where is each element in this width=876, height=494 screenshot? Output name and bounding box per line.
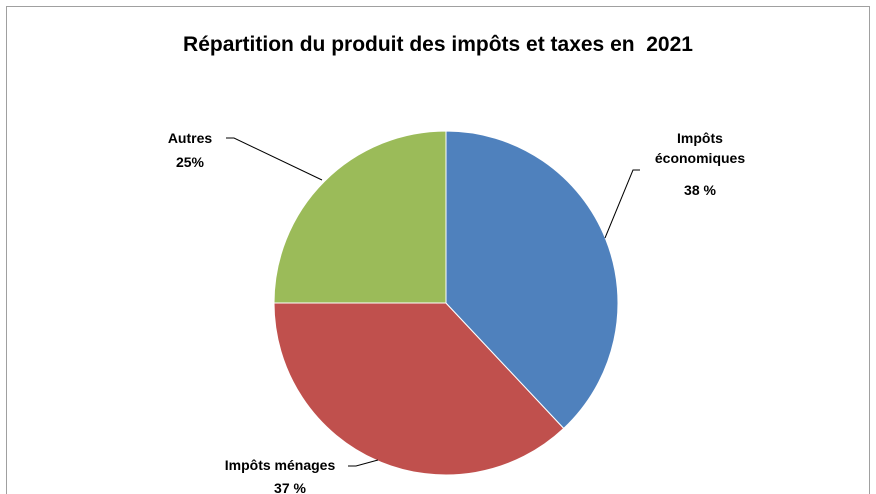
slice-label: Impôts ménages [224, 457, 336, 473]
pie-slice [273, 130, 447, 304]
slice-value-label: 25% [175, 154, 205, 170]
pie-slice [445, 130, 619, 430]
pie-slice [273, 302, 565, 476]
leader-line [226, 137, 323, 181]
chart-title: Répartition du produit des impôts et tax… [183, 33, 693, 56]
slice-label: Autres [167, 130, 213, 146]
leader-line [348, 459, 379, 467]
slice-label: Impôts économiques [654, 130, 746, 166]
leader-line [604, 169, 640, 239]
slice-value-label: 37 % [274, 480, 306, 494]
slice-value-label: 38 % [684, 182, 716, 198]
